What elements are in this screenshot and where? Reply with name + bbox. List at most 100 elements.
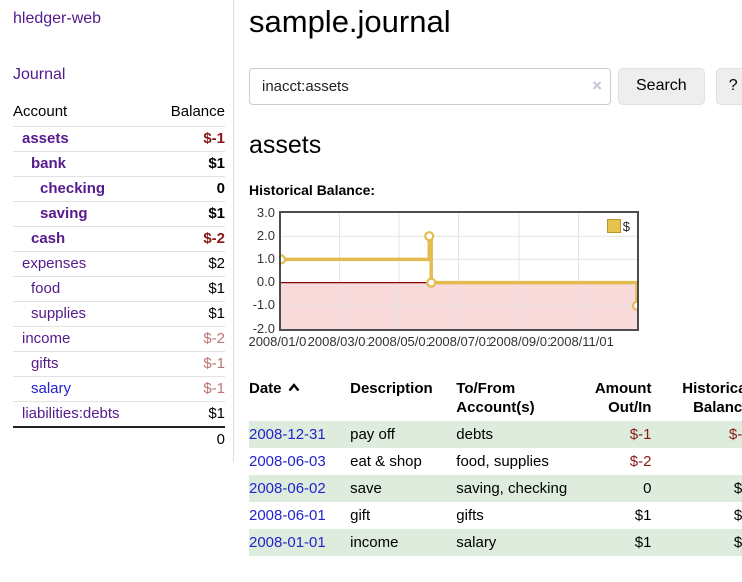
accounts-total-balance: 0 (153, 426, 225, 452)
register-header-description: Description (350, 379, 433, 397)
transaction-amount: $1 (634, 506, 652, 524)
account-row: cash $-2 (13, 226, 225, 252)
account-row: supplies $1 (13, 301, 225, 327)
account-balance: $-1 (153, 126, 225, 152)
account-balance: $-1 (153, 376, 225, 402)
chart-plot-area: $ (279, 210, 639, 331)
historical-balance-chart: 3.0 2.0 1.0 0.0 -1.0 -2.0 $ 2008/01/01 2008/03… (248, 205, 742, 351)
register-header-date[interactable]: Date (249, 377, 350, 421)
transaction-amount: $1 (634, 533, 652, 551)
account-row: liabilities:debts $1 (13, 401, 225, 428)
transaction-amount: 0 (643, 479, 652, 497)
main-content: sample.journal × Search ? assets Histori… (234, 0, 742, 556)
clear-search-icon[interactable]: × (592, 75, 602, 95)
account-balance: $-2 (153, 326, 225, 352)
register-row: 2008-06-02 save saving, checking 0 $2 (249, 474, 742, 502)
transaction-balance: $2 (733, 479, 742, 497)
register-row: 2008-06-01 gift gifts $1 $2 (249, 502, 742, 529)
x-tick-label: 2008/09/01 (489, 333, 555, 349)
register-header-amount: Amount Out/In (594, 379, 652, 416)
transaction-balance: $-1 (728, 425, 742, 443)
y-tick-label: 2.0 (256, 227, 275, 243)
account-heading: assets (249, 130, 322, 159)
help-button[interactable]: ? (715, 67, 742, 105)
accounts-header-account: Account (13, 98, 154, 127)
search-box: × (249, 67, 611, 105)
search-button[interactable]: Search (618, 67, 705, 105)
account-row: income $-2 (13, 326, 225, 352)
account-link-expenses[interactable]: expenses (22, 255, 87, 272)
transaction-accounts: gifts (456, 506, 484, 524)
transaction-description: save (350, 479, 382, 497)
sidebar: hledger-web Journal Account Balance asse… (0, 0, 234, 462)
register-row: 2008-01-01 income salary $1 $1 (249, 528, 742, 556)
transaction-date-link[interactable]: 2008-12-31 (249, 425, 326, 443)
account-link-checking[interactable]: checking (40, 180, 106, 197)
transaction-date-link[interactable]: 2008-06-02 (249, 479, 326, 497)
sort-ascending-icon (288, 382, 299, 391)
account-link-supplies[interactable]: supplies (31, 305, 87, 322)
legend-series-label: $ (622, 218, 630, 234)
transaction-description: income (350, 533, 399, 551)
app-layout: hledger-web Journal Account Balance asse… (0, 0, 742, 556)
transaction-date-link[interactable]: 2008-01-01 (249, 533, 326, 551)
account-row: gifts $-1 (13, 351, 225, 377)
account-row: expenses $2 (13, 251, 225, 277)
account-balance: $1 (153, 401, 225, 428)
transaction-balance: $2 (733, 506, 742, 524)
x-tick-label: 2008/05/01 (367, 333, 433, 349)
account-link-income[interactable]: income (22, 330, 71, 347)
transaction-description: eat & shop (350, 452, 422, 470)
accounts-total-row: 0 (13, 426, 225, 452)
account-row: assets $-1 (13, 126, 225, 152)
account-balance: $1 (153, 201, 225, 227)
search-input[interactable] (249, 67, 611, 105)
register-table: Date Description To/From Account(s) Amou… (249, 377, 742, 556)
register-row: 2008-12-31 pay off debts $-1 $-1 (249, 420, 742, 448)
account-link-gifts[interactable]: gifts (31, 355, 59, 372)
x-tick-label: 2008/01/01 (248, 333, 314, 349)
x-tick-label: 2008/07/01 (427, 333, 494, 349)
account-balance: $1 (153, 301, 225, 327)
transaction-accounts: debts (456, 425, 493, 443)
account-link-food[interactable]: food (31, 280, 61, 297)
transaction-accounts: salary (456, 533, 497, 551)
y-tick-label: 0.0 (256, 274, 275, 290)
accounts-header-balance: Balance (153, 98, 225, 127)
transaction-description: pay off (350, 425, 395, 443)
account-link-assets[interactable]: assets (22, 130, 69, 147)
account-row: saving $1 (13, 201, 225, 227)
legend-series-swatch (606, 219, 621, 234)
y-tick-label: -1.0 (252, 297, 275, 313)
transaction-date-link[interactable]: 2008-06-01 (249, 506, 326, 524)
register-row: 2008-06-03 eat & shop food, supplies $-20 (249, 448, 742, 475)
account-balance: $-2 (153, 226, 225, 252)
account-link-salary[interactable]: salary (31, 380, 72, 397)
register-header-balance: Historical Balance (682, 379, 742, 416)
account-balance: $2 (153, 251, 225, 277)
account-balance: 0 (153, 176, 225, 202)
transaction-balance: 0 (651, 448, 742, 475)
account-balance: $1 (153, 276, 225, 302)
register-header-accounts: To/From Account(s) (456, 379, 535, 416)
account-balance: $1 (153, 151, 225, 177)
account-link-liabilities-debts[interactable]: liabilities:debts (22, 405, 120, 422)
x-tick-label: 2008/03/01 (307, 333, 373, 349)
y-tick-label: 3.0 (256, 204, 275, 220)
account-row: bank $1 (13, 151, 225, 177)
brand-link[interactable]: hledger-web (13, 10, 102, 27)
register-header-row: Date Description To/From Account(s) Amou… (249, 377, 742, 421)
sidebar-item-journal[interactable]: Journal (13, 66, 66, 83)
account-link-saving[interactable]: saving (40, 205, 88, 222)
account-link-bank[interactable]: bank (31, 155, 67, 172)
account-balance: $-1 (153, 351, 225, 377)
transaction-description: gift (350, 506, 371, 524)
accounts-table: Account Balance assets $-1 bank $1 checking 0… (13, 98, 225, 452)
transaction-date-link[interactable]: 2008-06-03 (249, 452, 326, 470)
chart-x-axis: 2008/01/01 2008/03/01 2008/05/01 2008/07/01… (248, 333, 742, 351)
account-link-cash[interactable]: cash (31, 230, 66, 247)
transaction-amount: $-1 (629, 425, 652, 443)
search-form: × Search ? (249, 67, 742, 105)
account-row: checking 0 (13, 176, 225, 202)
account-row: salary $-1 (13, 376, 225, 402)
